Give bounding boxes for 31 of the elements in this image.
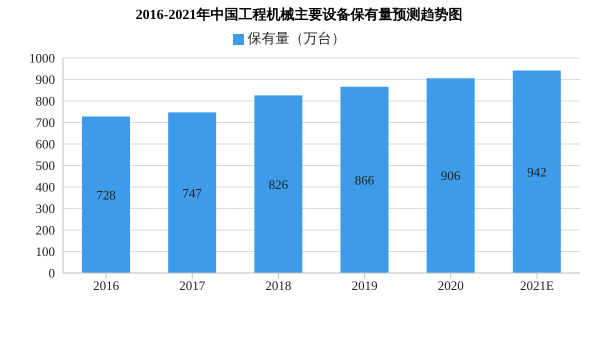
y-tick-label: 200	[36, 222, 55, 238]
y-tick-label: 800	[36, 94, 55, 109]
data-label: 942	[527, 164, 547, 180]
bar	[426, 78, 475, 273]
x-tick-label: 2021E	[520, 278, 554, 294]
y-tick-label: 300	[36, 201, 55, 216]
data-label: 866	[354, 172, 375, 188]
y-tick-label: 400	[36, 180, 55, 195]
data-label: 728	[96, 187, 116, 202]
y-tick-label: 0	[48, 266, 55, 281]
data-label: 826	[268, 176, 289, 192]
y-tick-label: 500	[36, 158, 55, 174]
bar	[82, 116, 130, 273]
y-tick-label: 600	[36, 136, 55, 152]
bar	[512, 70, 561, 273]
legend-label: 保有量（万台）	[248, 32, 346, 47]
data-label: 747	[182, 185, 202, 200]
y-tick-label: 900	[36, 72, 55, 88]
bar	[340, 86, 388, 273]
x-tick-label: 2018	[265, 278, 292, 294]
chart-title: 2016-2021年中国工程机械主要设备保有量预测趋势图	[134, 6, 464, 24]
x-tick-label: 2016	[93, 278, 120, 294]
x-tick-label: 2017	[179, 278, 206, 294]
y-tick-label: 100	[36, 244, 55, 260]
y-tick-label: 700	[36, 115, 55, 130]
x-tick-label: 2019	[352, 278, 378, 294]
bar	[168, 112, 216, 273]
bar	[254, 95, 302, 273]
y-tick-label: 1000	[29, 50, 55, 66]
x-tick-label: 2020	[438, 278, 464, 294]
data-label: 906	[440, 168, 461, 184]
